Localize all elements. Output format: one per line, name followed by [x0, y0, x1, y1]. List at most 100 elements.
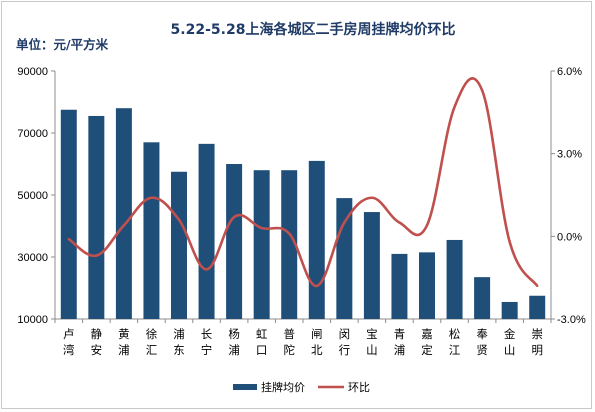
- line-point: [260, 226, 263, 230]
- line-point: [536, 284, 539, 288]
- bar: [143, 142, 160, 319]
- line-path: [68, 77, 539, 288]
- category-char: 普: [283, 327, 295, 341]
- bar: [60, 109, 77, 319]
- category-char: 湾: [63, 343, 75, 357]
- category-label: 宝山: [366, 327, 378, 357]
- category-label: 卢湾: [63, 327, 75, 357]
- left-tick-label: 90000: [17, 66, 48, 78]
- category-label: 崇明: [531, 327, 543, 357]
- category-char: 崇: [531, 327, 543, 341]
- legend-line-label: 环比: [348, 381, 370, 394]
- line-point: [232, 215, 236, 219]
- category-char: 汇: [146, 343, 158, 357]
- category-char: 金: [504, 327, 516, 341]
- legend-bar-swatch: [233, 384, 257, 390]
- category-label: 金山: [504, 327, 516, 357]
- right-axis: -3.0% 0.0% 3.0% 6.0%: [550, 66, 586, 326]
- category-char: 卢: [63, 327, 75, 341]
- line-point: [480, 89, 484, 92]
- category-label: 虹口: [256, 327, 268, 357]
- category-char: 东: [173, 343, 185, 357]
- category-char: 山: [366, 343, 378, 357]
- legend: 挂牌均价 环比: [233, 380, 370, 394]
- category-char: 闸: [311, 327, 323, 341]
- category-label: 杨浦: [228, 327, 240, 357]
- bar: [88, 115, 105, 319]
- category-char: 安: [91, 343, 103, 357]
- category-label: 闵行: [339, 327, 351, 357]
- line-point: [343, 221, 346, 224]
- category-char: 浦: [173, 327, 185, 341]
- category-label: 奉贤: [476, 327, 488, 357]
- category-label: 普陀: [283, 327, 295, 357]
- category-label: 青浦: [394, 327, 406, 357]
- line-point: [315, 284, 318, 288]
- bar: [419, 252, 435, 319]
- left-axis: 10000 30000 50000 70000 90000: [17, 66, 552, 326]
- line-point: [425, 224, 429, 227]
- bar: [446, 239, 463, 319]
- bar: [226, 164, 243, 319]
- category-char: 长: [201, 327, 213, 341]
- category-char: 浦: [118, 343, 130, 357]
- line-point: [205, 268, 208, 271]
- category-char: 宝: [366, 327, 378, 341]
- line-point: [122, 224, 126, 227]
- bar: [171, 171, 187, 319]
- category-char: 虹: [256, 327, 268, 341]
- line-point: [370, 196, 374, 199]
- category-char: 明: [531, 343, 543, 357]
- category-label: 松江: [449, 327, 461, 357]
- bar-series: [60, 108, 546, 319]
- category-char: 杨: [228, 327, 240, 341]
- category-char: 黄: [118, 327, 130, 341]
- category-char: 闵: [339, 327, 351, 341]
- line-series: [67, 77, 539, 288]
- category-char: 松: [449, 327, 461, 341]
- category-label: 浦东: [173, 327, 185, 357]
- category-char: 奉: [476, 327, 488, 341]
- line-point: [95, 254, 98, 257]
- line-point: [398, 221, 401, 224]
- category-label: 嘉定: [421, 327, 433, 357]
- category-char: 定: [421, 343, 433, 357]
- category-char: 徐: [146, 327, 158, 341]
- bar: [253, 170, 270, 319]
- category-char: 口: [256, 343, 268, 357]
- right-tick-label: 6.0%: [557, 66, 582, 78]
- right-tick-label: 3.0%: [557, 149, 582, 161]
- category-char: 山: [504, 343, 516, 357]
- category-char: 贤: [476, 343, 488, 357]
- left-tick-label: 50000: [17, 190, 48, 202]
- category-char: 青: [394, 327, 406, 341]
- line-point: [177, 218, 181, 221]
- category-char: 宁: [201, 343, 213, 357]
- category-label: 闸北: [311, 327, 323, 357]
- category-char: 陀: [283, 343, 295, 357]
- category-char: 行: [339, 343, 351, 357]
- bar: [474, 277, 491, 319]
- right-tick-label: 0.0%: [557, 231, 582, 243]
- category-char: 江: [449, 343, 461, 357]
- category-char: 浦: [228, 343, 240, 357]
- left-tick-label: 70000: [17, 128, 48, 140]
- category-label: 徐汇: [146, 327, 158, 357]
- category-label: 黄浦: [118, 327, 130, 357]
- bar: [391, 253, 408, 319]
- category-label: 长宁: [201, 327, 213, 357]
- bar: [363, 212, 380, 319]
- category-char: 静: [91, 327, 103, 341]
- category-char: 嘉: [421, 327, 433, 341]
- line-point: [150, 196, 153, 199]
- left-tick-label: 30000: [17, 252, 48, 264]
- bar: [308, 160, 325, 319]
- category-char: 北: [311, 343, 323, 357]
- unit-label: 单位：元/平方米: [16, 37, 109, 52]
- category-label: 静安: [91, 327, 103, 357]
- bar: [115, 108, 132, 319]
- chart-title: 5.22-5.28上海各城区二手房周挂牌均价环比: [171, 21, 456, 38]
- line-point: [67, 237, 70, 241]
- category-char: 浦: [394, 343, 406, 357]
